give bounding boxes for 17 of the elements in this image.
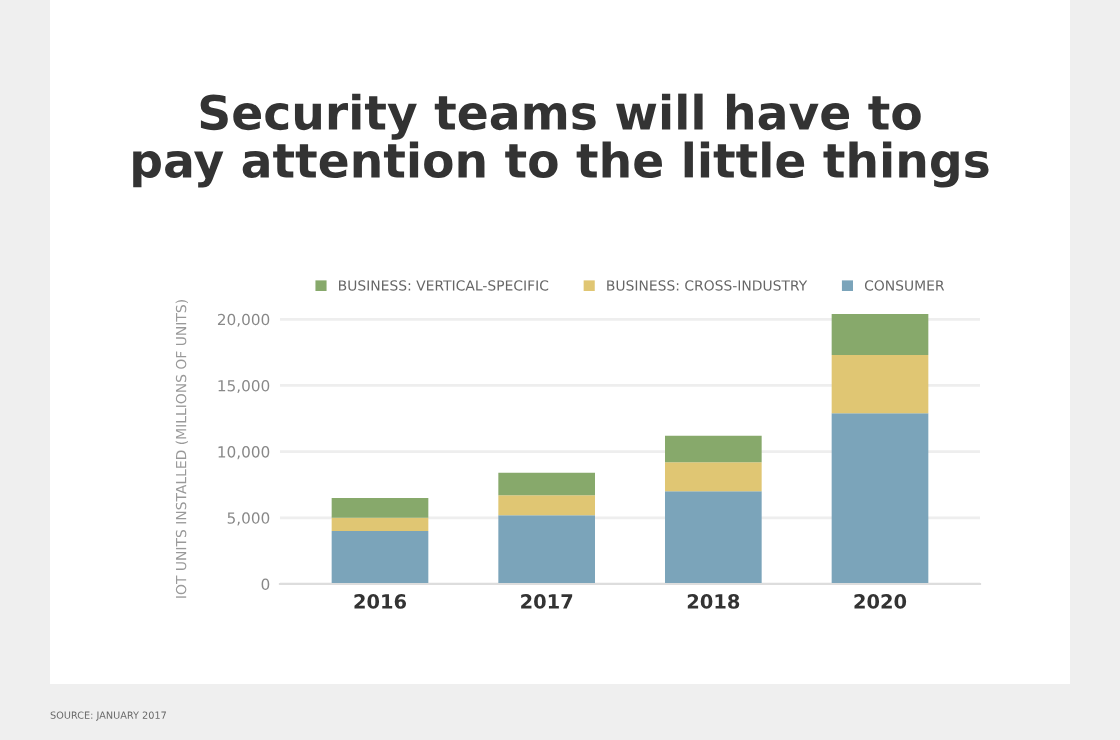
bar xyxy=(331,497,429,518)
chart-title: Security teams will have to pay attention to the little things xyxy=(133,93,989,188)
bar xyxy=(331,531,429,584)
x-tick-label: 2017 xyxy=(521,594,573,609)
bar xyxy=(665,491,762,584)
bar xyxy=(831,355,929,414)
bar xyxy=(498,472,595,496)
bar xyxy=(665,435,762,463)
bar xyxy=(498,495,595,516)
bar xyxy=(498,515,595,584)
bar xyxy=(831,314,929,356)
x-tick-label: 2018 xyxy=(687,594,740,609)
bar xyxy=(665,462,762,492)
x-tick-label: 2020 xyxy=(854,594,907,609)
x-tick-label: 2016 xyxy=(354,594,407,609)
bar xyxy=(331,517,429,532)
bar xyxy=(831,413,929,584)
